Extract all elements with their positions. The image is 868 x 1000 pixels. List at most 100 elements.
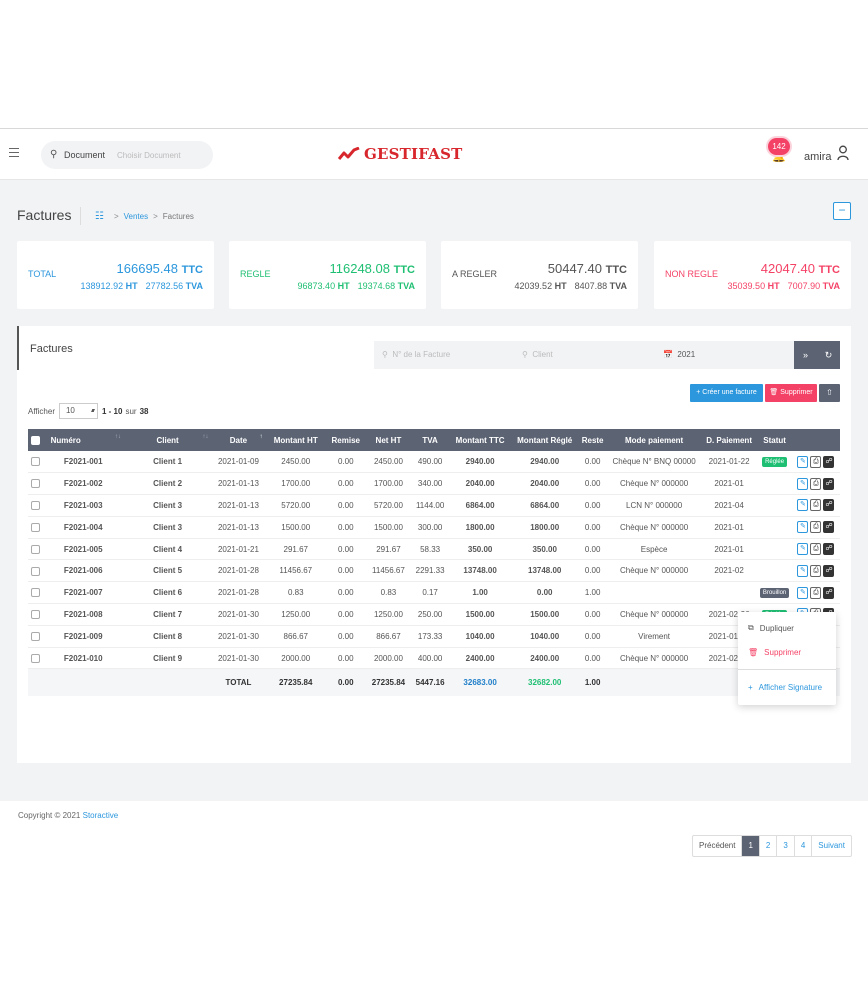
invoice-number-filter[interactable]: ⚲ N° de la Facture: [382, 350, 451, 359]
row-checkbox[interactable]: [28, 472, 43, 496]
invoice-number[interactable]: F2021-007: [42, 581, 124, 605]
user-icon[interactable]: [837, 145, 849, 161]
invoice-number[interactable]: F2021-002: [42, 472, 124, 496]
col-montant-ttc[interactable]: Montant TTC: [448, 429, 512, 451]
link-icon[interactable]: ☍: [823, 499, 835, 512]
print-icon[interactable]: ⎙: [810, 455, 822, 468]
menu-item-signature[interactable]: + Afficher Signature: [748, 683, 822, 692]
year-filter[interactable]: 📅 2021: [663, 350, 696, 359]
footer-brand-link[interactable]: Storactive: [82, 811, 119, 820]
menu-item-delete[interactable]: 🗑 Supprimer: [748, 648, 801, 657]
username[interactable]: amira: [804, 151, 832, 163]
link-icon[interactable]: ☍: [823, 586, 835, 599]
client-filter[interactable]: ⚲ Client: [522, 350, 553, 359]
print-icon[interactable]: ⎙: [810, 543, 822, 556]
table-row[interactable]: F2021-003 Client 3 2021-01-13 5720.00 0.00 57…: [28, 494, 840, 517]
link-icon[interactable]: ☍: [823, 543, 835, 556]
table-row[interactable]: F2021-004 Client 3 2021-01-13 1500.00 0.00 15…: [28, 516, 840, 539]
pagination-prev[interactable]: Précédent: [699, 841, 736, 850]
row-checkbox[interactable]: [28, 647, 43, 670]
edit-icon[interactable]: ✎: [797, 499, 809, 512]
document-search[interactable]: ⚲ Document Choisir Document: [41, 141, 213, 169]
delete-button[interactable]: 🗑 Supprimer: [765, 384, 817, 402]
invoice-number[interactable]: F2021-005: [42, 538, 124, 561]
link-icon[interactable]: ☍: [823, 477, 835, 490]
invoice-number[interactable]: F2021-006: [42, 559, 124, 583]
col-reste[interactable]: Reste: [578, 429, 608, 451]
table-row[interactable]: F2021-008 Client 7 2021-01-30 1250.00 0.00 12…: [28, 603, 840, 626]
copyright-text: Copyright © 2021 Storactive: [18, 811, 119, 820]
notification-badge: 142: [768, 138, 790, 155]
remaining: 1.00: [578, 581, 608, 605]
select-all-checkbox[interactable]: [28, 429, 43, 451]
col-date-paiement[interactable]: D. Paiement: [700, 429, 758, 451]
page-size-select[interactable]: 10: [58, 403, 98, 419]
table-row[interactable]: F2021-002 Client 2 2021-01-13 1700.00 0.00 17…: [28, 472, 840, 496]
link-icon[interactable]: ☍: [823, 521, 835, 534]
create-invoice-button[interactable]: + Créer une facture: [690, 384, 763, 402]
invoice-number[interactable]: F2021-008: [42, 603, 124, 626]
brand-logo[interactable]: GESTIFAST: [338, 144, 462, 164]
table-row[interactable]: F2021-005 Client 4 2021-01-21 291.67 0.00 291…: [28, 538, 840, 561]
collapse-button[interactable]: −: [833, 202, 851, 220]
menu-item-label: Afficher Signature: [758, 683, 823, 692]
col-tva[interactable]: TVA: [411, 429, 449, 451]
edit-icon[interactable]: ✎: [797, 586, 809, 599]
edit-icon[interactable]: ✎: [797, 521, 809, 534]
col-numero[interactable]: Numéro ↑↓: [42, 429, 124, 451]
link-icon[interactable]: ☍: [823, 564, 835, 577]
col-montant-regle[interactable]: Montant Réglé: [511, 429, 579, 451]
link-icon[interactable]: ☍: [823, 455, 835, 468]
breadcrumb-ventes[interactable]: Ventes: [123, 212, 149, 221]
col-net-ht[interactable]: Net HT: [365, 429, 412, 451]
row-checkbox[interactable]: [28, 581, 43, 605]
print-icon[interactable]: ⎙: [810, 521, 822, 534]
row-checkbox[interactable]: [28, 559, 43, 583]
print-icon[interactable]: ⎙: [810, 564, 822, 577]
row-checkbox[interactable]: [28, 494, 43, 517]
invoice-number[interactable]: F2021-004: [42, 516, 124, 539]
row-checkbox[interactable]: [28, 516, 43, 539]
row-checkbox[interactable]: [28, 451, 43, 474]
col-client[interactable]: Client ↑↓: [123, 429, 212, 451]
pagination-page-1[interactable]: 1: [741, 836, 759, 856]
export-button[interactable]: ⇧: [819, 384, 840, 402]
invoice-number[interactable]: F2021-009: [42, 625, 124, 648]
client-name: Client 9: [123, 647, 212, 670]
invoice-number[interactable]: F2021-003: [42, 494, 124, 517]
pagination-next[interactable]: Suivant: [811, 836, 851, 856]
table-row[interactable]: F2021-006 Client 5 2021-01-28 11456.67 0.00 1…: [28, 559, 840, 583]
edit-icon[interactable]: ✎: [797, 564, 809, 577]
pagination-page-2[interactable]: 2: [758, 836, 776, 856]
invoice-number[interactable]: F2021-001: [42, 451, 124, 474]
col-remise[interactable]: Remise: [325, 429, 366, 451]
col-date[interactable]: Date ↑: [211, 429, 266, 451]
client-name: Client 4: [123, 538, 212, 561]
row-checkbox[interactable]: [28, 603, 43, 626]
row-checkbox[interactable]: [28, 625, 43, 648]
table-row[interactable]: F2021-010 Client 9 2021-01-30 2000.00 0.00 20…: [28, 647, 840, 670]
table-row[interactable]: F2021-001 Client 1 2021-01-09 2450.00 0.00 24…: [28, 451, 840, 474]
col-statut[interactable]: Statut: [757, 429, 792, 451]
col-mode-paiement[interactable]: Mode paiement: [607, 429, 701, 451]
print-icon[interactable]: ⎙: [810, 586, 822, 599]
expand-filters-button[interactable]: »: [794, 341, 817, 369]
table-row[interactable]: F2021-009 Client 8 2021-01-30 866.67 0.00 866…: [28, 625, 840, 648]
col-montant-ht[interactable]: Montant HT: [265, 429, 326, 451]
home-icon[interactable]: ☷: [95, 211, 104, 222]
menu-icon[interactable]: [9, 148, 19, 158]
menu-item-duplicate[interactable]: ⧉ Dupliquer: [748, 623, 794, 633]
refresh-button[interactable]: ↻: [817, 341, 840, 369]
invoice-number[interactable]: F2021-010: [42, 647, 124, 670]
document-search-input[interactable]: Choisir Document: [117, 151, 181, 160]
edit-icon[interactable]: ✎: [797, 543, 809, 556]
table-row[interactable]: F2021-007 Client 6 2021-01-28 0.83 0.00 0.83 0…: [28, 581, 840, 605]
edit-icon[interactable]: ✎: [797, 477, 809, 490]
edit-icon[interactable]: ✎: [797, 455, 809, 468]
row-checkbox[interactable]: [28, 538, 43, 561]
amount-ttc: 13748.00: [448, 559, 512, 583]
pagination-page-3[interactable]: 3: [776, 836, 793, 856]
pagination-page-4[interactable]: 4: [793, 836, 811, 856]
print-icon[interactable]: ⎙: [810, 477, 822, 490]
print-icon[interactable]: ⎙: [810, 499, 822, 512]
